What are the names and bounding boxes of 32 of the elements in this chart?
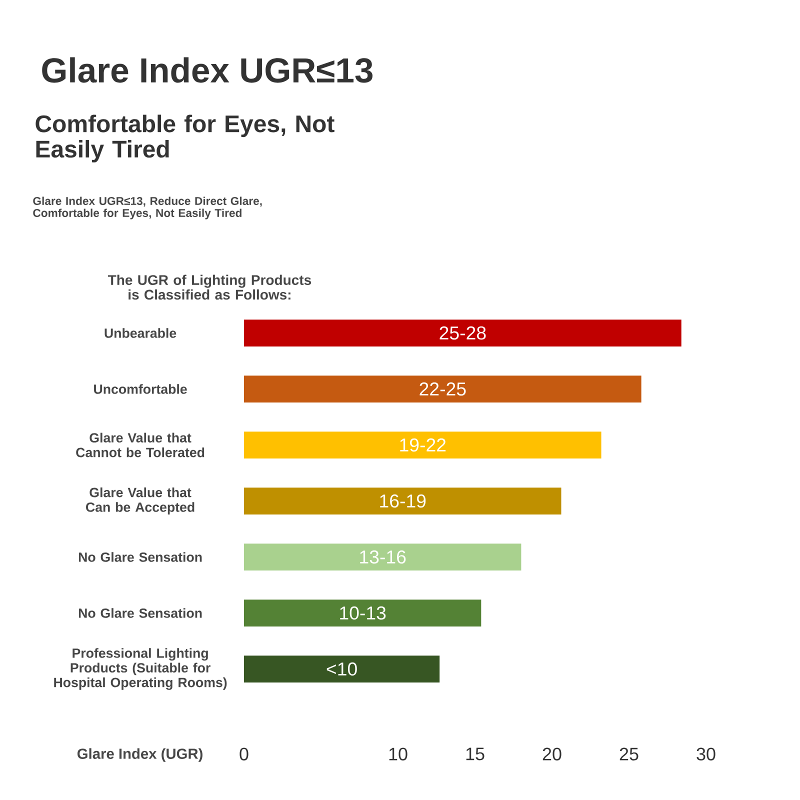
bar <box>244 656 440 682</box>
bar <box>244 432 602 458</box>
bar <box>244 544 522 570</box>
x-tick-label: 30 <box>696 748 716 760</box>
y-tick-label: Glare Value that Can be Accepted <box>86 487 194 515</box>
data-label: 10-13 <box>340 606 386 620</box>
bar <box>244 376 642 402</box>
chart-subtitle: Comfortable for Eyes, Not Easily Tired <box>36 114 334 162</box>
x-tick-label: 10 <box>389 748 408 760</box>
y-tick-label: No Glare Sensation <box>78 552 202 562</box>
x-tick-label: 25 <box>620 748 638 760</box>
x-tick-label: 20 <box>542 748 562 760</box>
x-tick-label: 15 <box>466 748 484 760</box>
y-tick-label: Unbearable <box>104 328 176 338</box>
data-label: 16-19 <box>380 494 426 508</box>
bar <box>244 488 562 514</box>
data-label: 22-25 <box>420 382 466 396</box>
y-tick-label: Professional Lighting Products (Suitable for Hospital Operating Rooms) <box>54 648 227 690</box>
text: Glare Index UGR≤13, Reduce Direct Glare, Comfortable for Eyes, Not Easily Tired <box>33 196 262 220</box>
x-tick-label: 0 <box>240 748 248 760</box>
text: The UGR of Lighting Products is Classified as Follows: <box>108 274 312 300</box>
bar <box>244 600 482 626</box>
data-label: <10 <box>326 662 357 676</box>
bar <box>244 320 682 346</box>
data-label: 19-22 <box>400 438 446 452</box>
y-tick-label: Glare Value that Cannot be Tolerated <box>76 432 204 458</box>
y-tick-label: Uncomfortable <box>94 384 187 394</box>
x-axis-title: Glare Index (UGR) <box>77 748 202 762</box>
y-tick-label: No Glare Sensation <box>78 608 202 618</box>
data-label: 13-16 <box>360 550 406 564</box>
chart-title: Glare Index UGR≤13 <box>42 57 373 83</box>
data-label: 25-28 <box>440 326 486 340</box>
